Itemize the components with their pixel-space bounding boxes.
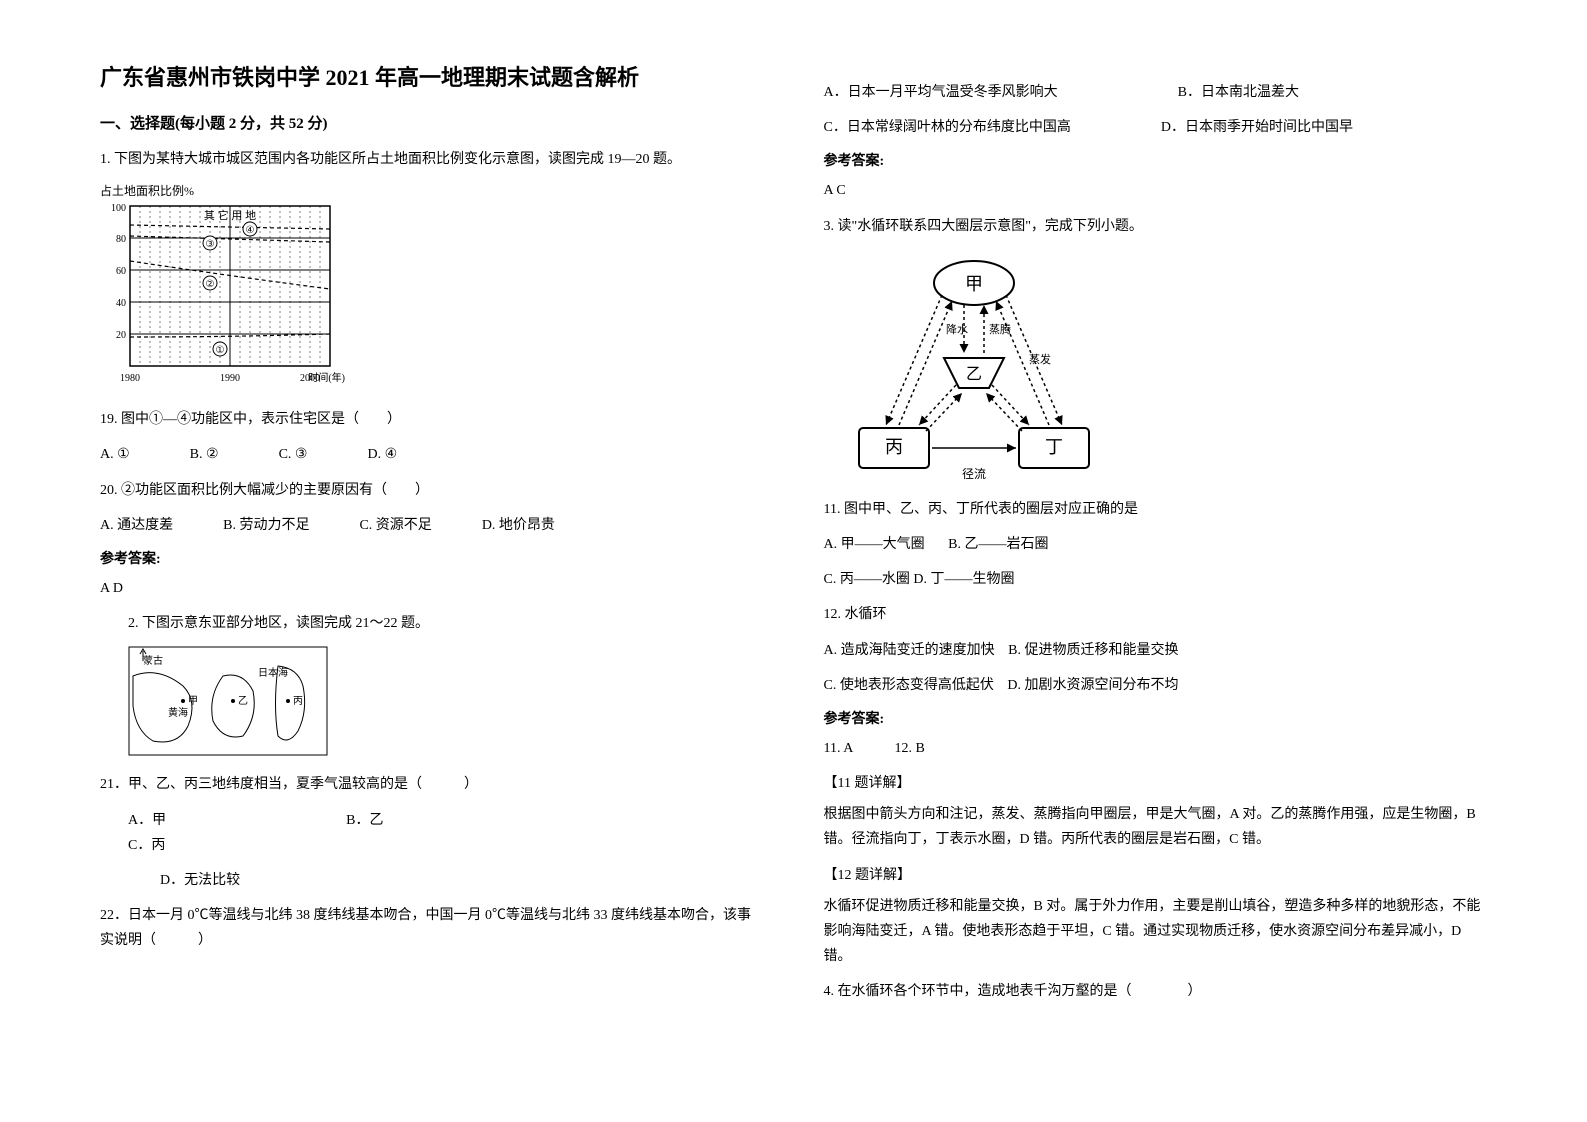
q22-options-row1: A．日本一月平均气温受冬季风影响大 B．日本南北温差大 xyxy=(824,80,1488,105)
q11-opt-a: A. 甲——大气圈 xyxy=(824,537,925,552)
xtick-1980: 1980 xyxy=(120,373,140,384)
answer2: A C xyxy=(824,178,1488,203)
right-column: A．日本一月平均气温受冬季风影响大 B．日本南北温差大 C．日本常绿阔叶林的分布… xyxy=(794,0,1587,1122)
diagram-ding: 丁 xyxy=(1045,437,1063,457)
q22-opt-b: B．日本南北温差大 xyxy=(1178,80,1299,105)
q20-text: 20. ②功能区面积比例大幅减少的主要原因有（ ） xyxy=(100,478,764,503)
q11-opt-b: B. 乙——岩石圈 xyxy=(948,537,1048,552)
map-japan-sea: 日本海 xyxy=(258,666,288,679)
q19-opt-d: D. ④ xyxy=(367,442,397,467)
q12-opts-row1: A. 造成海陆变迁的速度加快 B. 促进物质迁移和能量交换 xyxy=(824,638,1488,663)
q2-intro: 2. 下图示意东亚部分地区，读图完成 21～22 题。 xyxy=(100,611,764,636)
answer2-label: 参考答案: xyxy=(824,150,1488,170)
explain12-text: 水循环促进物质迁移和能量交换，B 对。属于外力作用，主要是削山填谷，塑造多种多样… xyxy=(824,894,1488,970)
diagram-runoff: 径流 xyxy=(961,467,985,481)
q21-opt-d: D．无法比较 xyxy=(100,868,764,893)
q19-opt-a: A. ① xyxy=(100,442,130,467)
q12-opt-c: C. 使地表形态变得高低起伏 xyxy=(824,678,994,693)
q20-opt-a: A. 通达度差 xyxy=(100,513,173,538)
diagram-jia: 甲 xyxy=(965,274,983,294)
section-heading: 一、选择题(每小题 2 分，共 52 分) xyxy=(100,112,764,133)
q11-text: 11. 图中甲、乙、丙、丁所代表的圈层对应正确的是 xyxy=(824,497,1488,522)
explain11-label: 【11 题详解】 xyxy=(824,771,1488,796)
map-mongolia: 蒙古 xyxy=(143,654,163,667)
map-jia: 甲 xyxy=(188,696,198,707)
q4-text: 4. 在水循环各个环节中，造成地表千沟万壑的是（ ） xyxy=(824,979,1488,1004)
q12-opt-a: A. 造成海陆变迁的速度加快 xyxy=(824,643,995,658)
zone-2-label: ② xyxy=(206,279,215,290)
diagram-evap: 蒸发 xyxy=(1029,352,1051,366)
q20-opt-c: C. 资源不足 xyxy=(359,513,431,538)
east-asia-map: 蒙古 日本海 黄海 甲 乙 丙 xyxy=(100,646,764,756)
q12-opts-row2: C. 使地表形态变得高低起伏 D. 加剧水资源空间分布不均 xyxy=(824,673,1488,698)
answer1-label: 参考答案: xyxy=(100,548,764,568)
diagram-yi: 乙 xyxy=(965,366,981,383)
land-use-chart: 占土地面积比例% xyxy=(100,182,764,391)
ytick-20: 20 xyxy=(116,330,126,341)
q22-options-row2: C．日本常绿阔叶林的分布纬度比中国高 D．日本雨季开始时间比中国早 xyxy=(824,115,1488,140)
q22-opt-d: D．日本雨季开始时间比中国早 xyxy=(1161,115,1353,140)
answer3: 11. A 12. B xyxy=(824,736,1488,761)
q12-opt-d: D. 加剧水资源空间分布不均 xyxy=(1007,678,1178,693)
q20-opt-b: B. 劳动力不足 xyxy=(223,513,309,538)
diagram-bing: 丙 xyxy=(885,437,903,457)
q19-options: A. ① B. ② C. ③ D. ④ xyxy=(100,442,764,467)
q12-opt-b: B. 促进物质迁移和能量交换 xyxy=(1008,643,1178,658)
zone-4-label: ④ xyxy=(246,225,255,236)
zone-3-label: ③ xyxy=(206,239,215,250)
q21-text: 21．甲、乙、丙三地纬度相当，夏季气温较高的是（ ） xyxy=(100,772,764,797)
q22-opt-a: A．日本一月平均气温受冬季风影响大 xyxy=(824,80,1058,105)
q22-opt-c: C．日本常绿阔叶林的分布纬度比中国高 xyxy=(824,115,1071,140)
q1-intro: 1. 下图为某特大城市城区范围内各功能区所占土地面积比例变化示意图，读图完成 1… xyxy=(100,147,764,172)
q20-options: A. 通达度差 B. 劳动力不足 C. 资源不足 D. 地价昂贵 xyxy=(100,513,764,538)
diagram-rain: 降水 xyxy=(946,322,968,336)
q11-opt-c: C. 丙——水圈 xyxy=(824,572,910,587)
zone-1-label: ① xyxy=(216,345,225,356)
q19-opt-c: C. ③ xyxy=(279,442,308,467)
page-title: 广东省惠州市铁岗中学 2021 年高一地理期末试题含解析 xyxy=(100,60,764,92)
legend-top: 其 它 用 地 xyxy=(204,208,256,222)
answer1: A D xyxy=(100,576,764,601)
q11-opts-row2: C. 丙——水圈 D. 丁——生物圈 xyxy=(824,567,1488,592)
q20-opt-d: D. 地价昂贵 xyxy=(482,513,555,538)
chart-y-axis-title: 占土地面积比例% xyxy=(100,182,764,199)
left-column: 广东省惠州市铁岗中学 2021 年高一地理期末试题含解析 一、选择题(每小题 2… xyxy=(0,0,794,1122)
q21-opt-b: B．乙 xyxy=(346,808,383,833)
q22-text: 22．日本一月 0℃等温线与北纬 38 度纬线基本吻合，中国一月 0℃等温线与北… xyxy=(100,903,764,953)
xtick-1990: 1990 xyxy=(220,373,240,384)
ytick-80: 80 xyxy=(116,234,126,245)
map-yi: 乙 xyxy=(238,695,248,707)
q3-intro: 3. 读"水循环联系四大圈层示意图"，完成下列小题。 xyxy=(824,214,1488,239)
answer3-label: 参考答案: xyxy=(824,708,1488,728)
q21-opt-a: A．甲 xyxy=(128,808,166,833)
x-axis-label: 时间(年) xyxy=(308,371,345,384)
explain11-text: 根据图中箭头方向和注记，蒸发、蒸腾指向甲圈层，甲是大气圈，A 对。乙的蒸腾作用强… xyxy=(824,802,1488,852)
water-cycle-diagram: 甲 乙 丙 丁 降水 蒸腾 蒸发 xyxy=(824,253,1488,483)
q11-opts-row1: A. 甲——大气圈 B. 乙——岩石圈 xyxy=(824,532,1488,557)
chart-svg: ① ② ③ ④ 其 它 用 地 100 80 60 40 20 1980 199… xyxy=(100,201,350,391)
q21-options: A．甲 B．乙 C．丙 xyxy=(100,808,764,858)
q21-opt-c: C．丙 xyxy=(128,833,165,858)
map-bing: 丙 xyxy=(293,696,303,707)
ytick-60: 60 xyxy=(116,266,126,277)
ytick-40: 40 xyxy=(116,298,126,309)
q19-opt-b: B. ② xyxy=(190,442,219,467)
explain12-label: 【12 题详解】 xyxy=(824,863,1488,888)
q12-text: 12. 水循环 xyxy=(824,602,1488,627)
map-ocean: 黄海 xyxy=(168,706,188,719)
ytick-100: 100 xyxy=(111,203,126,214)
q11-opt-d: D. 丁——生物圈 xyxy=(913,572,1014,587)
q19-text: 19. 图中①—④功能区中，表示住宅区是（ ） xyxy=(100,407,764,432)
